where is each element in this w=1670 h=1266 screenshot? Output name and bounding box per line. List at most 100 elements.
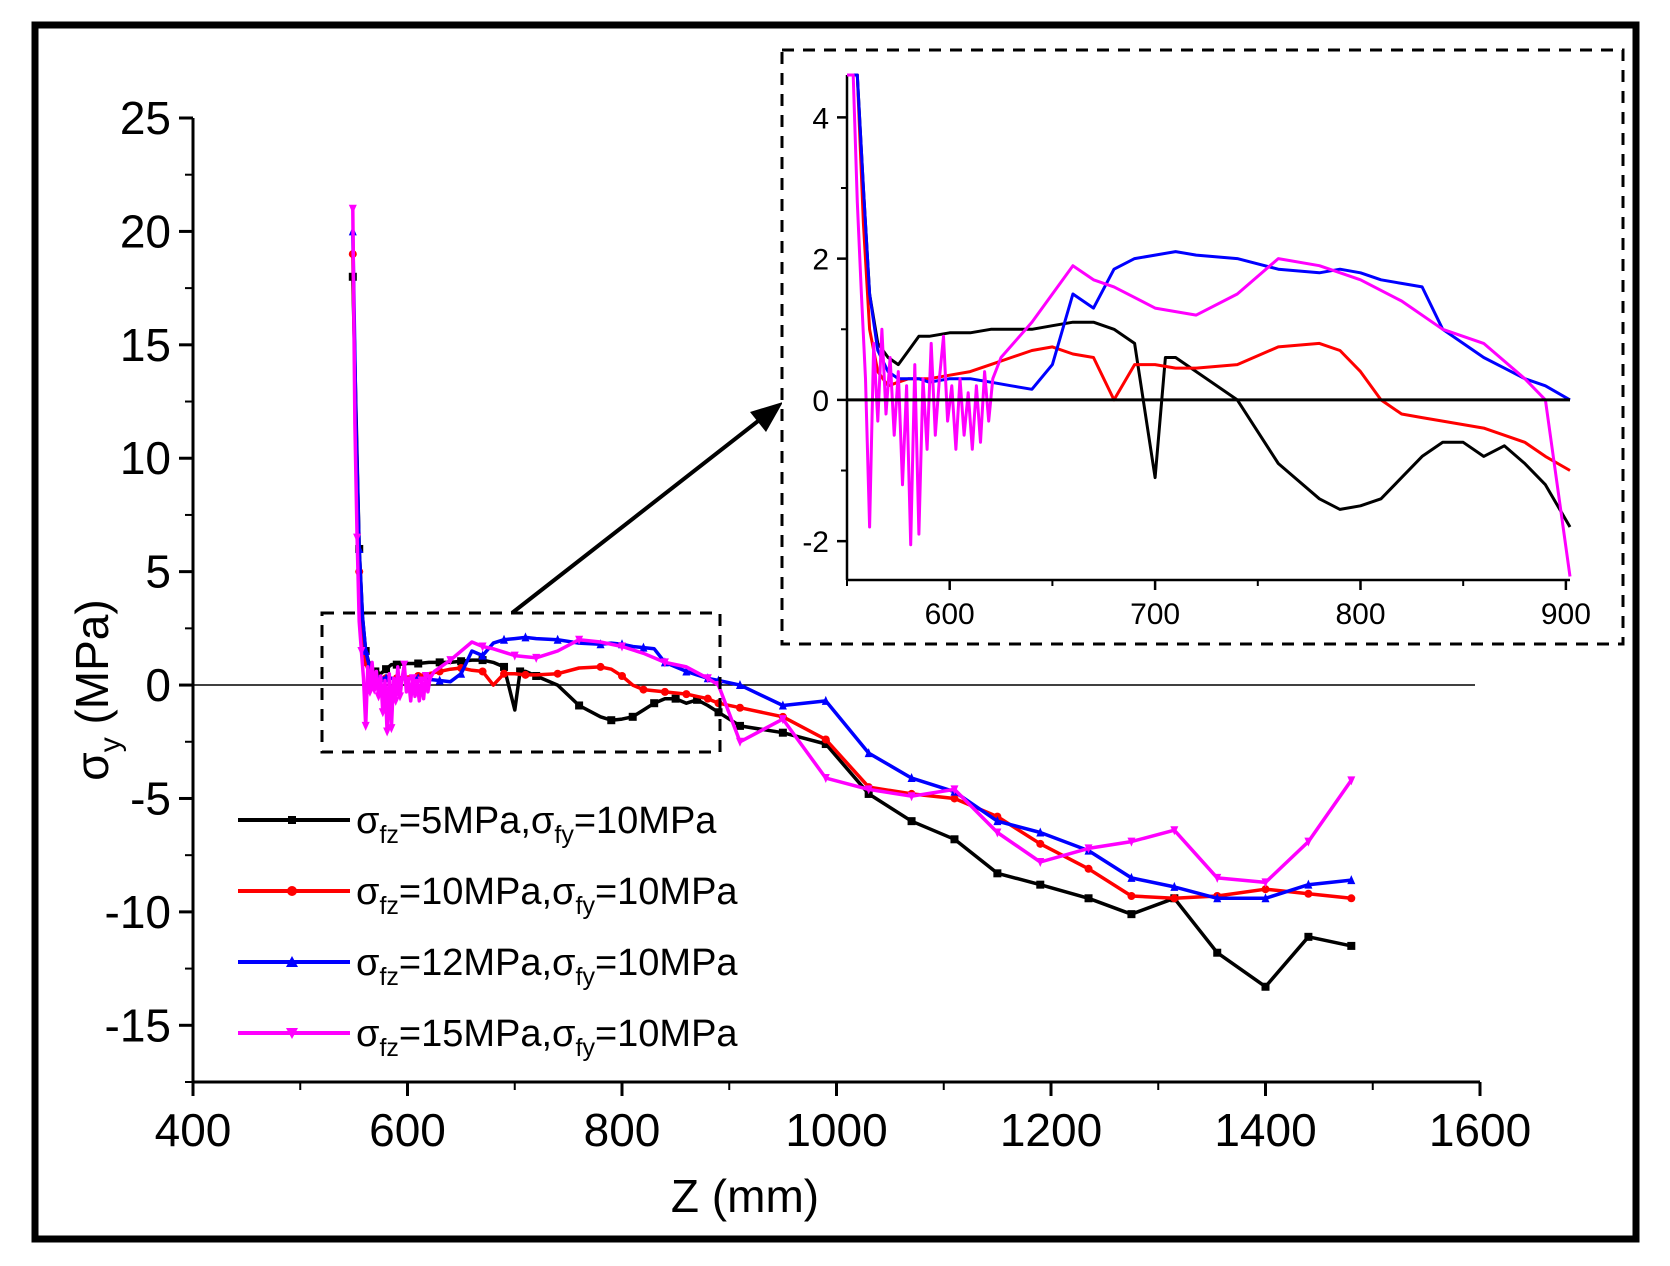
data-point [457,657,466,666]
data-point [735,721,744,730]
data-point [1213,893,1222,903]
y-tick-label: 20 [120,205,171,257]
legend-marker [287,886,297,896]
x-tick-label: 1200 [1000,1104,1102,1156]
data-point [413,678,422,688]
data-point [1036,839,1045,848]
data-point [821,695,830,705]
data-point [682,666,691,676]
main-plot: 400 600 800 1000 1200 1400 1600 -15 -10 -5 0 5 10 15… [66,92,1531,1222]
data-point [1036,857,1045,867]
data-point [446,656,455,666]
y-title-subscript: y [94,737,127,752]
data-point [435,658,444,667]
data-point [1347,941,1356,950]
data-point [1036,827,1045,837]
legend-marker [288,816,296,824]
data-point [864,785,873,795]
data-point [1170,826,1179,836]
series-line [351,276,1352,989]
data-point [1304,879,1313,889]
data-point [521,632,530,642]
data-point [993,869,1002,878]
data-point [1261,885,1270,894]
y-tick-label: 5 [145,546,171,598]
data-point [1127,837,1136,847]
data-point [1304,932,1313,941]
inset-x-tick-label: 900 [1541,598,1591,631]
data-point [361,646,370,656]
main-y-ticks: -15 -10 -5 0 5 10 15 20 25 [105,92,193,1083]
data-point [703,694,712,703]
data-point [1261,893,1270,903]
data-point [1084,894,1093,903]
y-tick-label: -5 [130,772,171,824]
inset-x-tick-label: 600 [925,598,975,631]
inset-y-tick-label: 2 [812,244,829,277]
x-tick-label: 1600 [1429,1104,1531,1156]
data-point [907,773,916,783]
inset-series-line-0 [847,73,1572,528]
data-point [370,685,379,695]
data-point [821,735,830,744]
x-tick-label: 400 [155,1104,232,1156]
data-point [553,634,562,644]
data-point [660,658,669,668]
inset-plot: 600 700 800 900 -2 0 2 4 [780,48,1625,646]
data-point [671,694,680,703]
data-point [500,669,509,678]
data-point [778,728,787,737]
main-x-axis-title: Z (mm) [671,1170,819,1222]
data-point [378,708,387,718]
inset-series-line-3 [847,73,1572,577]
data-point [408,674,417,684]
data-point [426,674,435,684]
data-point [357,647,366,657]
data-point [435,675,444,685]
data-point [1170,894,1179,903]
data-point [607,716,616,725]
data-point [391,696,400,706]
inset-dashed-frame [780,48,1625,646]
data-point [950,785,959,795]
legend-entry-15mpa: σfz=15MPa,σfy=10MPa [238,1013,738,1062]
data-point [639,642,648,652]
data-point [1347,776,1356,786]
data-point [392,660,401,669]
inset-y-tick-label: 4 [812,102,829,135]
data-point [553,669,562,678]
data-point [478,667,487,676]
y-title-unit: (MPa) [66,599,118,737]
legend-marker [286,1028,298,1039]
main-y-axis-title: σy (MPa) [66,599,127,780]
data-point [1127,910,1136,919]
data-point [1036,880,1045,889]
data-point [639,685,648,694]
data-point [1261,878,1270,888]
data-point [1084,864,1093,873]
data-point [383,727,392,737]
data-point [400,660,409,670]
data-point [993,828,1002,838]
legend-entry-10mpa: σfz=10MPa,σfy=10MPa [238,871,738,920]
data-point [387,724,396,734]
y-tick-label: -15 [105,999,171,1051]
legend-entry-5mpa: σfz=5MPa,σfy=10MPa [238,800,717,849]
data-point [821,774,830,784]
data-point [353,533,362,543]
data-point [521,670,530,679]
data-point [365,687,374,697]
data-point [693,695,702,704]
data-point [650,699,659,708]
data-point [950,835,959,844]
data-point [628,712,637,721]
data-point [510,651,519,661]
data-point [478,650,487,660]
data-point [575,701,584,710]
data-point [348,204,357,214]
y-tick-label: 10 [120,432,171,484]
y-tick-label: 25 [120,92,171,144]
x-tick-label: 600 [369,1104,446,1156]
inset-y-tick-label: 0 [812,385,829,418]
